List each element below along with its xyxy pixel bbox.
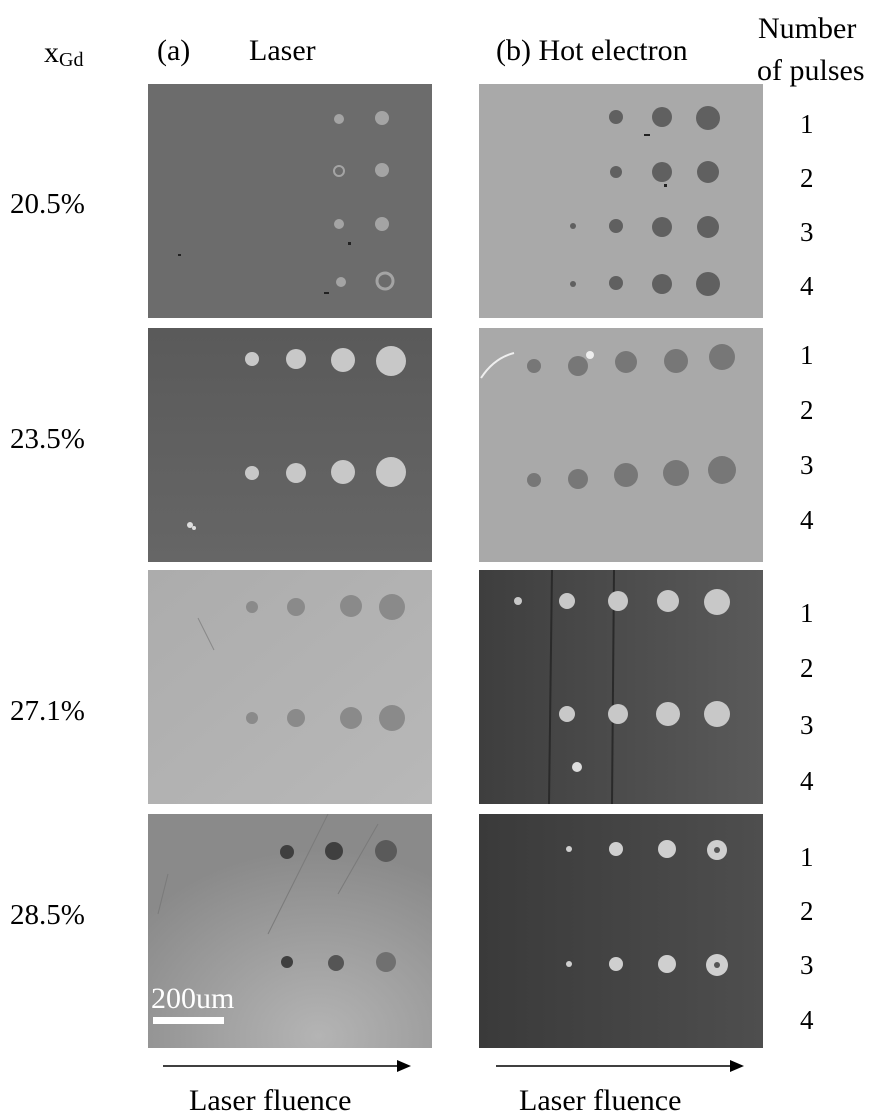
fluence-arrow-a xyxy=(163,1060,411,1072)
micrograph-hot-electron-20-5 xyxy=(479,84,763,318)
pulses-header-line2: of pulses xyxy=(757,54,865,87)
panel-a-tag: (a) xyxy=(157,34,191,67)
scale-bar xyxy=(153,1017,224,1024)
micrograph-laser-28-5 xyxy=(148,814,432,1048)
pulse-number: 4 xyxy=(800,271,814,301)
composition-label: 28.5% xyxy=(10,899,85,931)
pulse-number: 3 xyxy=(800,950,814,980)
pulse-number: 1 xyxy=(800,598,814,628)
pulse-number: 2 xyxy=(800,896,814,926)
pulse-number: 3 xyxy=(800,710,814,740)
panel-a-title: Laser xyxy=(249,34,316,67)
pulse-number: 4 xyxy=(800,1005,814,1035)
pulse-number: 3 xyxy=(800,450,814,480)
panel-b-title: (b) Hot electron xyxy=(496,34,688,67)
fluence-label-b: Laser fluence xyxy=(519,1084,682,1117)
pulse-number: 1 xyxy=(800,842,814,872)
pulse-number: 1 xyxy=(800,340,814,370)
composition-label: 23.5% xyxy=(10,423,85,455)
micrograph-hot-electron-28-5 xyxy=(479,814,763,1048)
fluence-label-a: Laser fluence xyxy=(189,1084,352,1117)
micrograph-laser-23-5 xyxy=(148,328,432,562)
composition-label: 27.1% xyxy=(10,695,85,727)
pulse-number: 4 xyxy=(800,766,814,796)
pulse-number: 4 xyxy=(800,505,814,535)
pulse-number: 1 xyxy=(800,109,814,139)
pulse-number: 2 xyxy=(800,653,814,683)
pulse-number: 2 xyxy=(800,163,814,193)
fluence-arrow-b xyxy=(496,1060,744,1072)
pulses-header-line1: Number xyxy=(758,12,857,45)
micrograph-hot-electron-27-1 xyxy=(479,570,763,804)
composition-label: 20.5% xyxy=(10,188,85,220)
micrograph-hot-electron-23-5 xyxy=(479,328,763,562)
pulse-number: 3 xyxy=(800,217,814,247)
pulse-number: 2 xyxy=(800,395,814,425)
x-gd-label: xGd xyxy=(44,36,84,71)
micrograph-laser-20-5 xyxy=(148,84,432,318)
micrograph-laser-27-1 xyxy=(148,570,432,804)
scale-bar-label: 200um xyxy=(151,982,235,1015)
